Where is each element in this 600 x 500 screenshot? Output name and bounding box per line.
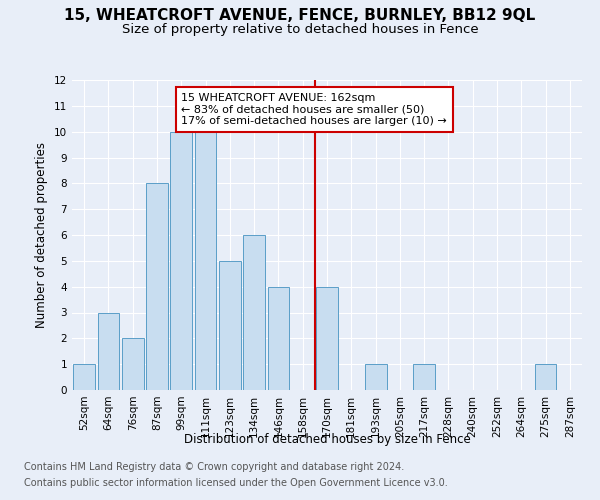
Text: Distribution of detached houses by size in Fence: Distribution of detached houses by size … — [184, 432, 470, 446]
Bar — [413, 364, 435, 390]
Bar — [219, 261, 241, 390]
Bar — [194, 132, 217, 390]
Bar — [122, 338, 143, 390]
Bar — [268, 286, 289, 390]
Bar — [316, 286, 338, 390]
Bar — [73, 364, 95, 390]
Text: 15, WHEATCROFT AVENUE, FENCE, BURNLEY, BB12 9QL: 15, WHEATCROFT AVENUE, FENCE, BURNLEY, B… — [64, 8, 536, 22]
Text: 15 WHEATCROFT AVENUE: 162sqm
← 83% of detached houses are smaller (50)
17% of se: 15 WHEATCROFT AVENUE: 162sqm ← 83% of de… — [181, 93, 447, 126]
Bar — [146, 184, 168, 390]
Text: Contains public sector information licensed under the Open Government Licence v3: Contains public sector information licen… — [24, 478, 448, 488]
Text: Contains HM Land Registry data © Crown copyright and database right 2024.: Contains HM Land Registry data © Crown c… — [24, 462, 404, 472]
Bar — [535, 364, 556, 390]
Bar — [243, 235, 265, 390]
Bar — [170, 132, 192, 390]
Text: Size of property relative to detached houses in Fence: Size of property relative to detached ho… — [122, 22, 478, 36]
Bar — [97, 312, 119, 390]
Y-axis label: Number of detached properties: Number of detached properties — [35, 142, 49, 328]
Bar — [365, 364, 386, 390]
